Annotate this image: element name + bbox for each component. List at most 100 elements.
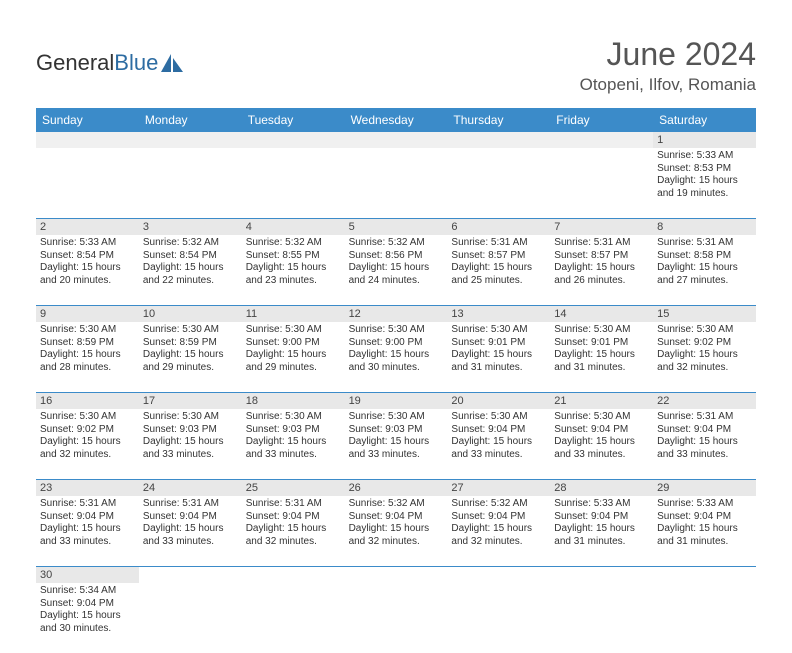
day-number: 10: [139, 306, 242, 322]
sunrise-text: Sunrise: 5:31 AM: [246, 498, 341, 511]
day-number: 6: [447, 219, 550, 235]
sunrise-text: Sunrise: 5:30 AM: [40, 411, 135, 424]
daylight-text: Daylight: 15 hours and 30 minutes.: [349, 349, 444, 374]
sunrise-text: Sunrise: 5:32 AM: [349, 237, 444, 250]
sunset-text: Sunset: 9:00 PM: [246, 337, 341, 350]
weekday-header: SundayMondayTuesdayWednesdayThursdayFrid…: [36, 108, 756, 132]
day-number: 17: [139, 393, 242, 409]
weekday-label: Saturday: [653, 108, 756, 132]
weekday-label: Monday: [139, 108, 242, 132]
day-number: 19: [345, 393, 448, 409]
day-number: [447, 132, 550, 148]
daylight-text: Daylight: 15 hours and 27 minutes.: [657, 262, 752, 287]
day-cell: Sunrise: 5:30 AMSunset: 8:59 PMDaylight:…: [139, 322, 242, 392]
day-cell: Sunrise: 5:30 AMSunset: 9:00 PMDaylight:…: [345, 322, 448, 392]
empty-cell: [653, 583, 756, 653]
sunset-text: Sunset: 9:03 PM: [246, 424, 341, 437]
sunset-text: Sunset: 8:55 PM: [246, 250, 341, 263]
daylight-text: Daylight: 15 hours and 31 minutes.: [554, 349, 649, 374]
sunrise-text: Sunrise: 5:30 AM: [143, 411, 238, 424]
sunrise-text: Sunrise: 5:30 AM: [554, 324, 649, 337]
empty-cell: [550, 583, 653, 653]
day-number: 24: [139, 480, 242, 496]
empty-cell: [550, 148, 653, 218]
day-cell: Sunrise: 5:30 AMSunset: 9:03 PMDaylight:…: [242, 409, 345, 479]
sunset-text: Sunset: 9:04 PM: [451, 424, 546, 437]
day-cell: Sunrise: 5:30 AMSunset: 9:02 PMDaylight:…: [36, 409, 139, 479]
day-cell: Sunrise: 5:31 AMSunset: 8:57 PMDaylight:…: [447, 235, 550, 305]
daylight-text: Daylight: 15 hours and 33 minutes.: [554, 436, 649, 461]
sunset-text: Sunset: 8:59 PM: [40, 337, 135, 350]
day-cell: Sunrise: 5:32 AMSunset: 8:54 PMDaylight:…: [139, 235, 242, 305]
sunset-text: Sunset: 9:01 PM: [451, 337, 546, 350]
day-number: 7: [550, 219, 653, 235]
day-number: 2: [36, 219, 139, 235]
sunrise-text: Sunrise: 5:30 AM: [246, 411, 341, 424]
empty-cell: [139, 583, 242, 653]
weekday-label: Wednesday: [345, 108, 448, 132]
day-number: 16: [36, 393, 139, 409]
day-number: [36, 132, 139, 148]
sunset-text: Sunset: 9:04 PM: [349, 511, 444, 524]
daylight-text: Daylight: 15 hours and 25 minutes.: [451, 262, 546, 287]
day-cell: Sunrise: 5:30 AMSunset: 9:00 PMDaylight:…: [242, 322, 345, 392]
day-number: 25: [242, 480, 345, 496]
day-number: 8: [653, 219, 756, 235]
weekday-label: Friday: [550, 108, 653, 132]
daylight-text: Daylight: 15 hours and 19 minutes.: [657, 175, 752, 200]
empty-cell: [345, 148, 448, 218]
day-number: 5: [345, 219, 448, 235]
sunset-text: Sunset: 9:04 PM: [40, 511, 135, 524]
day-cell: Sunrise: 5:31 AMSunset: 8:57 PMDaylight:…: [550, 235, 653, 305]
daylight-text: Daylight: 15 hours and 33 minutes.: [143, 436, 238, 461]
sunrise-text: Sunrise: 5:31 AM: [451, 237, 546, 250]
sunrise-text: Sunrise: 5:31 AM: [657, 411, 752, 424]
week-row: Sunrise: 5:30 AMSunset: 8:59 PMDaylight:…: [36, 322, 756, 393]
day-number: 14: [550, 306, 653, 322]
weekday-label: Tuesday: [242, 108, 345, 132]
sunset-text: Sunset: 9:04 PM: [657, 511, 752, 524]
sunset-text: Sunset: 9:04 PM: [40, 598, 135, 611]
day-number: [139, 567, 242, 583]
sunrise-text: Sunrise: 5:30 AM: [657, 324, 752, 337]
day-number: 4: [242, 219, 345, 235]
daynum-row: 9101112131415: [36, 306, 756, 322]
day-cell: Sunrise: 5:31 AMSunset: 8:58 PMDaylight:…: [653, 235, 756, 305]
sunrise-text: Sunrise: 5:32 AM: [246, 237, 341, 250]
day-cell: Sunrise: 5:30 AMSunset: 9:01 PMDaylight:…: [447, 322, 550, 392]
sunset-text: Sunset: 8:57 PM: [451, 250, 546, 263]
sunrise-text: Sunrise: 5:32 AM: [451, 498, 546, 511]
day-cell: Sunrise: 5:30 AMSunset: 9:03 PMDaylight:…: [139, 409, 242, 479]
sunrise-text: Sunrise: 5:33 AM: [40, 237, 135, 250]
day-number: [242, 132, 345, 148]
daylight-text: Daylight: 15 hours and 28 minutes.: [40, 349, 135, 374]
sunset-text: Sunset: 9:01 PM: [554, 337, 649, 350]
day-number: 18: [242, 393, 345, 409]
sunrise-text: Sunrise: 5:32 AM: [143, 237, 238, 250]
sunset-text: Sunset: 8:58 PM: [657, 250, 752, 263]
sunset-text: Sunset: 9:04 PM: [554, 424, 649, 437]
daylight-text: Daylight: 15 hours and 32 minutes.: [349, 523, 444, 548]
day-number: 23: [36, 480, 139, 496]
brand-sail-icon: [161, 54, 185, 72]
day-number: 3: [139, 219, 242, 235]
daylight-text: Daylight: 15 hours and 32 minutes.: [246, 523, 341, 548]
brand-part1: General: [36, 50, 114, 76]
day-cell: Sunrise: 5:30 AMSunset: 9:04 PMDaylight:…: [550, 409, 653, 479]
day-number: 13: [447, 306, 550, 322]
day-number: [447, 567, 550, 583]
sunrise-text: Sunrise: 5:31 AM: [143, 498, 238, 511]
daylight-text: Daylight: 15 hours and 33 minutes.: [657, 436, 752, 461]
day-number: 12: [345, 306, 448, 322]
sunset-text: Sunset: 8:57 PM: [554, 250, 649, 263]
sunset-text: Sunset: 9:04 PM: [554, 511, 649, 524]
sunrise-text: Sunrise: 5:30 AM: [554, 411, 649, 424]
weekday-label: Thursday: [447, 108, 550, 132]
day-cell: Sunrise: 5:30 AMSunset: 8:59 PMDaylight:…: [36, 322, 139, 392]
day-cell: Sunrise: 5:34 AMSunset: 9:04 PMDaylight:…: [36, 583, 139, 653]
empty-cell: [139, 148, 242, 218]
daylight-text: Daylight: 15 hours and 24 minutes.: [349, 262, 444, 287]
day-cell: Sunrise: 5:30 AMSunset: 9:02 PMDaylight:…: [653, 322, 756, 392]
daylight-text: Daylight: 15 hours and 30 minutes.: [40, 610, 135, 635]
daynum-row: 23242526272829: [36, 480, 756, 496]
